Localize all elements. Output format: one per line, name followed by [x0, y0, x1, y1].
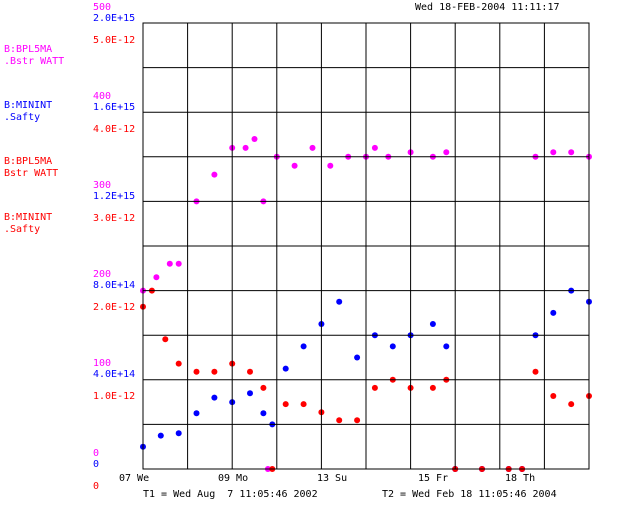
y-axis-red-tick-1.0e-12: 1.0E-12 — [93, 391, 135, 402]
legend-1-line-2: .Bstr WATT — [4, 56, 64, 67]
series-1-point — [443, 149, 450, 156]
series-3-point — [336, 417, 343, 424]
legend-2-line-1: B:MININT — [4, 100, 52, 111]
series-2-point — [429, 321, 436, 327]
series-3-point — [300, 401, 307, 408]
t1-label: T1 = Wed Aug 7 11:05:46 2002 — [143, 489, 318, 500]
y-axis-magenta-tick-400: 400 — [93, 91, 111, 102]
grid — [142, 22, 590, 470]
series-3-point — [282, 401, 289, 408]
legend-4-line-1: B:MININT — [4, 212, 52, 223]
series-3-point — [175, 360, 182, 367]
series-3-point — [532, 368, 539, 375]
y-axis-red-tick-0: 0 — [93, 481, 99, 492]
series-1-point — [211, 171, 218, 178]
legend-2-line-2: .Safty — [4, 112, 40, 123]
series-1-point — [550, 149, 557, 156]
series-2-point — [157, 432, 164, 439]
legend-4-line-2: .Safty — [4, 224, 40, 235]
y-axis-magenta-tick-100: 100 — [93, 358, 111, 369]
series-3-point — [371, 384, 378, 391]
series-2-point — [389, 343, 396, 350]
series-1-point — [242, 144, 249, 151]
series-1-point — [153, 274, 160, 281]
y-axis-blue-tick-1.2e15: 1.2E+15 — [93, 191, 135, 202]
series-2-point — [211, 394, 218, 401]
legend-1-line-1: B:BPL5MA — [4, 44, 52, 55]
legend-3-line-1: B:BPL5MA — [4, 156, 52, 167]
series-2-point — [175, 430, 182, 437]
series-2-point — [443, 343, 450, 350]
y-axis-magenta-tick-0: 0 — [93, 448, 99, 459]
series-1-point — [327, 162, 334, 169]
series-3-point — [568, 401, 575, 408]
t2-label: T2 = Wed Feb 18 11:05:46 2004 — [382, 489, 557, 500]
y-axis-red-tick-2.0e-12: 2.0E-12 — [93, 302, 135, 313]
series-2-point — [282, 365, 289, 372]
y-axis-blue-tick-0: 0 — [93, 459, 99, 470]
series-3-point — [260, 384, 267, 391]
series-2-point — [336, 298, 343, 305]
x-tick-09-mo: 09 Mo — [218, 473, 248, 484]
series-3-point — [162, 336, 169, 343]
series-1-point — [291, 162, 298, 169]
series-2-point — [354, 354, 361, 361]
series-1-point — [166, 260, 173, 267]
y-axis-red-tick-4.0e-12: 4.0E-12 — [93, 124, 135, 135]
x-tick-15-fr: 15 Fr — [418, 473, 448, 484]
series-1-point — [568, 149, 575, 156]
plot-area — [140, 136, 592, 472]
y-axis-blue-tick-1.6e15: 1.6E+15 — [93, 102, 135, 113]
y-axis-red-tick-3.0e-12: 3.0E-12 — [93, 213, 135, 224]
series-3-point — [211, 368, 218, 375]
y-axis-blue-tick-4.0e14: 4.0E+14 — [93, 369, 135, 380]
y-axis-magenta-tick-500: 500 — [93, 2, 111, 13]
y-axis-blue-tick-2.0e15: 2.0E+15 — [93, 13, 135, 24]
y-axis-red-tick-5.0e-12: 5.0E-12 — [93, 35, 135, 46]
series-3-point — [550, 393, 557, 399]
series-3-point — [193, 368, 200, 375]
timestamp: Wed 18-FEB-2004 11:11:17 — [415, 2, 560, 13]
x-tick-13-su: 13 Su — [317, 473, 347, 484]
x-tick-07-we: 07 We — [119, 473, 149, 484]
series-2-point — [550, 309, 557, 316]
series-2-point — [300, 343, 307, 350]
y-axis-blue-tick-8.0e14: 8.0E+14 — [93, 280, 135, 291]
series-1-point — [371, 144, 378, 151]
series-3-point — [429, 384, 436, 391]
y-axis-magenta-tick-200: 200 — [93, 269, 111, 280]
series-1-point — [175, 260, 182, 267]
series-2-point — [193, 410, 200, 417]
y-axis-magenta-tick-300: 300 — [93, 180, 111, 191]
legend-3-line-2: Bstr WATT — [4, 168, 58, 179]
series-3-point — [354, 417, 361, 424]
series-2-point — [247, 390, 253, 397]
series-1-point — [251, 136, 258, 142]
x-tick-18-th: 18 Th — [505, 473, 535, 484]
series-3-point — [247, 368, 253, 375]
series-1-point — [309, 144, 316, 151]
series-2-point — [260, 410, 267, 417]
